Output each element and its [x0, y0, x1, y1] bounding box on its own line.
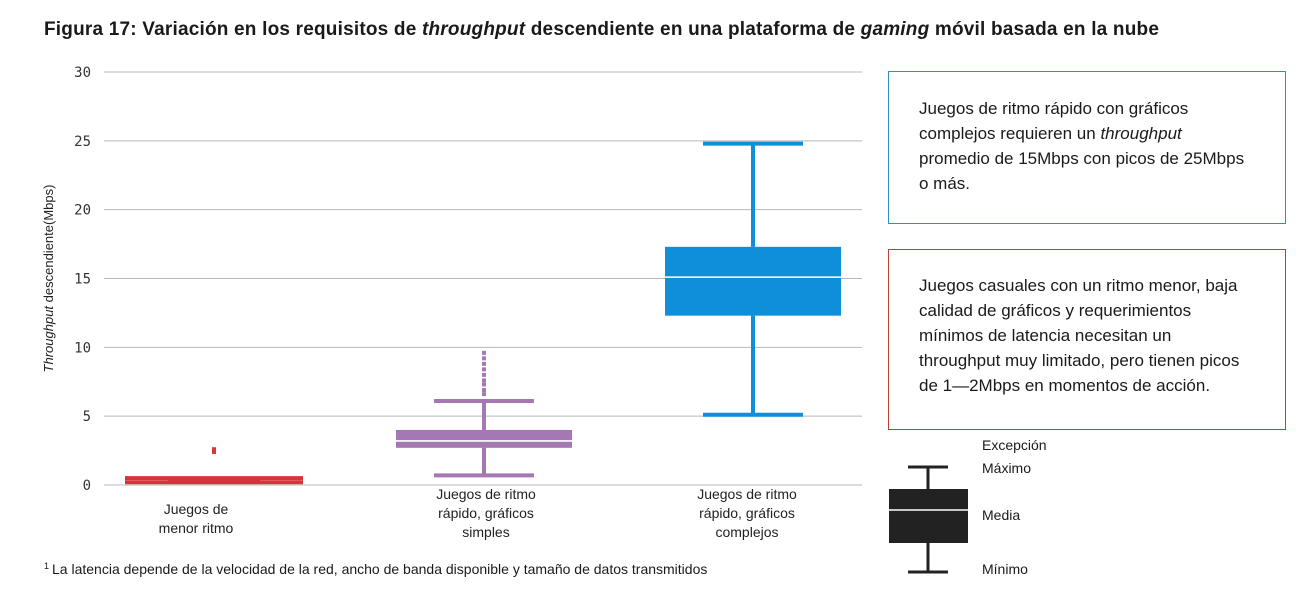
outlier-1-5	[482, 367, 486, 372]
y-tick-0: 0	[83, 478, 91, 494]
box-body-0	[168, 478, 260, 483]
footnote-text: La latencia depende de la velocidad de l…	[52, 561, 708, 577]
outlier-1-1	[482, 388, 486, 393]
box-1	[396, 350, 572, 478]
y-tick-30: 30	[74, 65, 91, 81]
box-body-2	[665, 246, 841, 316]
note-blue-text-b: promedio de 15Mbps con picos de 25Mbps o…	[919, 149, 1245, 193]
note-complex-games: Juegos de ritmo rápido con gráficos comp…	[888, 71, 1286, 224]
category-label-0-line-1: menor ritmo	[159, 520, 234, 536]
box-0	[125, 447, 303, 485]
title-suffix: móvil basada en la nube	[929, 19, 1160, 40]
category-label-1-line-2: simples	[462, 524, 509, 540]
chart-title: Figura 17: Variación en los requisitos d…	[44, 19, 1159, 41]
category-label-0-line-0: Juegos de	[164, 501, 229, 517]
footnote: 1 La latencia depende de la velocidad de …	[44, 561, 707, 577]
note-blue-em: throughput	[1100, 124, 1182, 143]
outlier-0-1	[212, 447, 216, 452]
legend-label-median: Media	[982, 507, 1021, 523]
outlier-0-0	[212, 449, 216, 454]
y-axis-label-rest: descendiente(Mbps)	[41, 185, 56, 306]
note-blue-text-a: Juegos de ritmo rápido con gráficos comp…	[919, 99, 1189, 143]
box-body-1	[396, 429, 572, 448]
title-middle: descendiente en una plataforma de	[525, 19, 861, 40]
y-axis-label: Throughput descendiente(Mbps)	[41, 185, 56, 373]
box-series	[125, 141, 841, 485]
y-tick-5: 5	[83, 409, 91, 425]
category-labels: Juegos de menor ritmo Juegos de ritmo rápid…	[159, 486, 797, 540]
y-tick-20: 20	[74, 203, 91, 219]
legend-label-min: Mínimo	[982, 561, 1028, 577]
category-label-2: Juegos de ritmo rápido, gráficos complejos	[697, 486, 797, 540]
legend-box-icon	[889, 465, 968, 574]
legend-box	[889, 489, 968, 543]
title-em-gaming: gaming	[860, 19, 930, 40]
outlier-1-6	[482, 361, 486, 366]
footnote-mark: 1	[44, 561, 50, 571]
category-label-0: Juegos de menor ritmo	[159, 501, 234, 536]
y-axis-label-em: Throughput	[41, 305, 56, 373]
outlier-1-0	[482, 392, 486, 397]
note-casual-games: Juegos casuales con un ritmo menor, baja…	[888, 249, 1286, 430]
y-axis-ticks: 0 5 10 15 20 25 30	[74, 65, 91, 494]
category-label-1-line-0: Juegos de ritmo	[436, 486, 536, 502]
legend-label-max: Máximo	[982, 460, 1032, 476]
box-2	[665, 141, 841, 417]
category-label-2-line-2: complejos	[715, 524, 778, 540]
outlier-1-4	[482, 372, 486, 377]
category-label-1-line-1: rápido, gráficos	[438, 505, 534, 521]
note-red-text: Juegos casuales con un ritmo menor, baja…	[919, 276, 1240, 395]
y-tick-10: 10	[74, 340, 91, 356]
outlier-1-3	[482, 378, 486, 383]
title-prefix: Figura 17: Variación en los requisitos d…	[44, 19, 422, 40]
title-em-throughput: throughput	[421, 19, 526, 40]
category-label-2-line-0: Juegos de ritmo	[697, 486, 797, 502]
outlier-1-8	[482, 350, 486, 355]
outlier-1-7	[482, 356, 486, 361]
box-plot-chart: 0 5 10 15 20 25 30 Throughput descendiente(Mbp…	[41, 65, 862, 540]
category-label-1: Juegos de ritmo rápido, gráficos simples	[436, 486, 536, 540]
y-tick-25: 25	[74, 134, 91, 150]
y-tick-15: 15	[74, 272, 91, 288]
category-label-2-line-1: rápido, gráficos	[699, 505, 795, 521]
legend-label-exception: Excepción	[982, 437, 1047, 453]
outlier-1-2	[482, 382, 486, 387]
